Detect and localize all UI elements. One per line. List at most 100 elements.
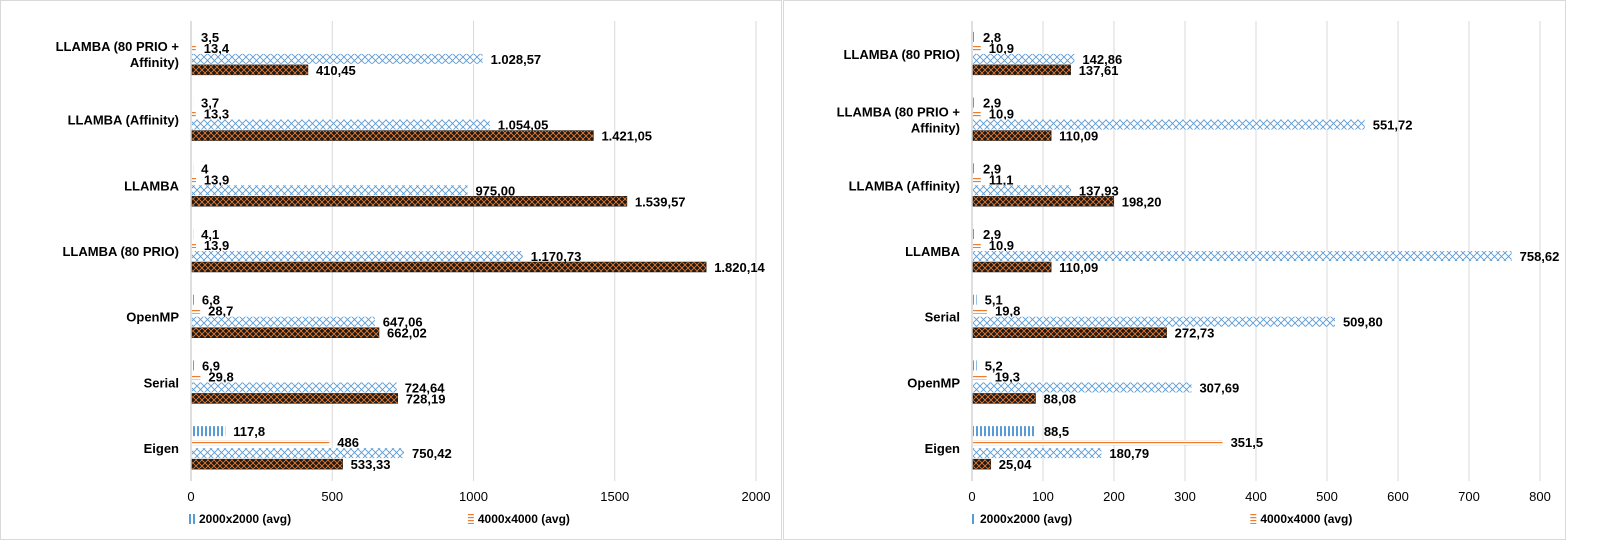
legend-swatch xyxy=(189,514,195,524)
data-label: 647,06 xyxy=(383,315,423,330)
bar-series-4 xyxy=(191,393,398,404)
data-label: 1.028,57 xyxy=(491,52,542,67)
bar-series-1 xyxy=(192,97,194,108)
data-label: 88,08 xyxy=(1044,391,1077,406)
bar-series-1 xyxy=(192,360,194,371)
legend-entry: 2000x2000 (avg) xyxy=(199,512,291,526)
data-label: 10,9 xyxy=(989,41,1014,56)
bar-series-1 xyxy=(192,426,226,437)
data-label: 19,8 xyxy=(995,304,1020,319)
legend-entry: 4000x4000 (avg) xyxy=(1260,512,1352,526)
bar-series-2 xyxy=(192,177,196,183)
data-label: 13,3 xyxy=(204,107,229,122)
bar-series-1 xyxy=(973,294,977,305)
data-label: 137,61 xyxy=(1079,63,1119,78)
data-label: 272,73 xyxy=(1175,326,1215,341)
category-label: LLAMBA xyxy=(905,244,960,259)
legend-entry: 2000x2000 (avg) xyxy=(980,512,1072,526)
category-label: Serial xyxy=(144,375,179,390)
category-label: LLAMBA (Affinity) xyxy=(849,178,960,193)
category-label: Serial xyxy=(925,310,960,325)
data-label: 351,5 xyxy=(1231,435,1264,450)
category-label: Eigen xyxy=(144,441,179,456)
bar-series-3 xyxy=(192,382,397,393)
data-label: 3,7 xyxy=(201,96,219,111)
x-tick-label: 0 xyxy=(187,489,194,504)
bar-series-3 xyxy=(973,119,1365,130)
data-label: 10,9 xyxy=(989,238,1014,253)
bar-series-4 xyxy=(972,458,992,470)
data-label: 1.820,14 xyxy=(714,260,765,275)
bar-series-4 xyxy=(191,261,707,273)
legend-swatch xyxy=(1250,514,1257,524)
data-label: 410,45 xyxy=(316,63,356,78)
category-label: LLAMBA (80 PRIO) xyxy=(62,244,179,259)
data-label: 5,2 xyxy=(985,358,1003,373)
bar-series-4 xyxy=(972,196,1114,207)
legend-entry: 4000x4000 (avg) xyxy=(478,512,570,526)
data-label: 13,9 xyxy=(204,238,229,253)
bar-series-3 xyxy=(192,119,490,130)
category-label: OpenMP xyxy=(907,375,960,390)
x-tick-label: 700 xyxy=(1458,489,1480,504)
data-label: 724,64 xyxy=(405,380,446,395)
data-label: 758,62 xyxy=(1520,249,1560,264)
bar-series-4 xyxy=(191,64,309,76)
data-label: 551,72 xyxy=(1373,118,1413,133)
data-label: 137,93 xyxy=(1079,183,1119,198)
data-label: 509,80 xyxy=(1343,315,1383,330)
bar-series-4 xyxy=(972,130,1052,141)
data-label: 117,8 xyxy=(233,424,265,439)
bar-series-1 xyxy=(973,97,976,108)
data-label: 13,9 xyxy=(204,172,229,187)
data-label: 533,33 xyxy=(351,457,391,472)
bar-series-1 xyxy=(973,229,976,239)
data-label: 180,79 xyxy=(1109,446,1149,461)
bar-series-2 xyxy=(973,440,1223,446)
data-label: 19,3 xyxy=(995,369,1020,384)
bar-series-1 xyxy=(192,229,194,239)
data-label: 662,02 xyxy=(387,326,427,341)
bar-series-2 xyxy=(192,374,201,380)
bar-series-2 xyxy=(973,374,987,380)
bar-series-3 xyxy=(192,185,468,196)
legend-swatch xyxy=(970,514,976,524)
data-label: 4 xyxy=(201,161,209,176)
bar-series-4 xyxy=(972,261,1052,273)
bar-series-2 xyxy=(192,440,330,446)
data-label: 2,9 xyxy=(983,161,1001,176)
data-label: 307,69 xyxy=(1199,380,1239,395)
bar-series-3 xyxy=(973,448,1102,459)
category-label: LLAMBA (Affinity) xyxy=(68,113,179,128)
bar-series-4 xyxy=(972,64,1071,76)
bar-series-3 xyxy=(192,316,375,327)
data-label: 1.539,57 xyxy=(635,194,686,209)
x-tick-label: 400 xyxy=(1245,489,1267,504)
data-label: 29,8 xyxy=(208,369,233,384)
x-tick-label: 500 xyxy=(1316,489,1338,504)
bar-series-2 xyxy=(973,308,988,314)
data-label: 198,20 xyxy=(1122,194,1162,209)
bar-series-2 xyxy=(192,308,201,314)
data-label: 3,5 xyxy=(201,30,219,45)
x-tick-label: 600 xyxy=(1387,489,1409,504)
bar-series-1 xyxy=(973,426,1036,437)
data-label: 2,8 xyxy=(983,30,1001,45)
data-label: 4,1 xyxy=(201,227,219,242)
data-label: 728,19 xyxy=(406,391,446,406)
data-label: 975,00 xyxy=(475,183,515,198)
data-label: 750,42 xyxy=(412,446,452,461)
bar-series-3 xyxy=(192,448,404,459)
category-label: LLAMBA (80 PRIO + Affinity) xyxy=(56,39,180,70)
data-label: 6,8 xyxy=(202,293,220,308)
data-label: 13,4 xyxy=(204,41,230,56)
chart-panel-left: 0 500 1000 1500 2000 LLAMBA (80 PRIO + Affinit… xyxy=(0,0,782,540)
bar-series-2 xyxy=(973,111,981,117)
x-tick-label: 500 xyxy=(321,489,343,504)
data-label: 110,09 xyxy=(1059,129,1098,144)
x-tick-label: 100 xyxy=(1032,489,1054,504)
bar-chart-right: 0 100 200 300 400 500 600 700 800 LLAMBA (80 PRIO… xyxy=(837,21,1560,526)
category-label: LLAMBA (80 PRIO + Affinity) xyxy=(837,105,961,136)
x-tick-label: 800 xyxy=(1529,489,1551,504)
category-label: LLAMBA (80 PRIO) xyxy=(843,47,960,62)
